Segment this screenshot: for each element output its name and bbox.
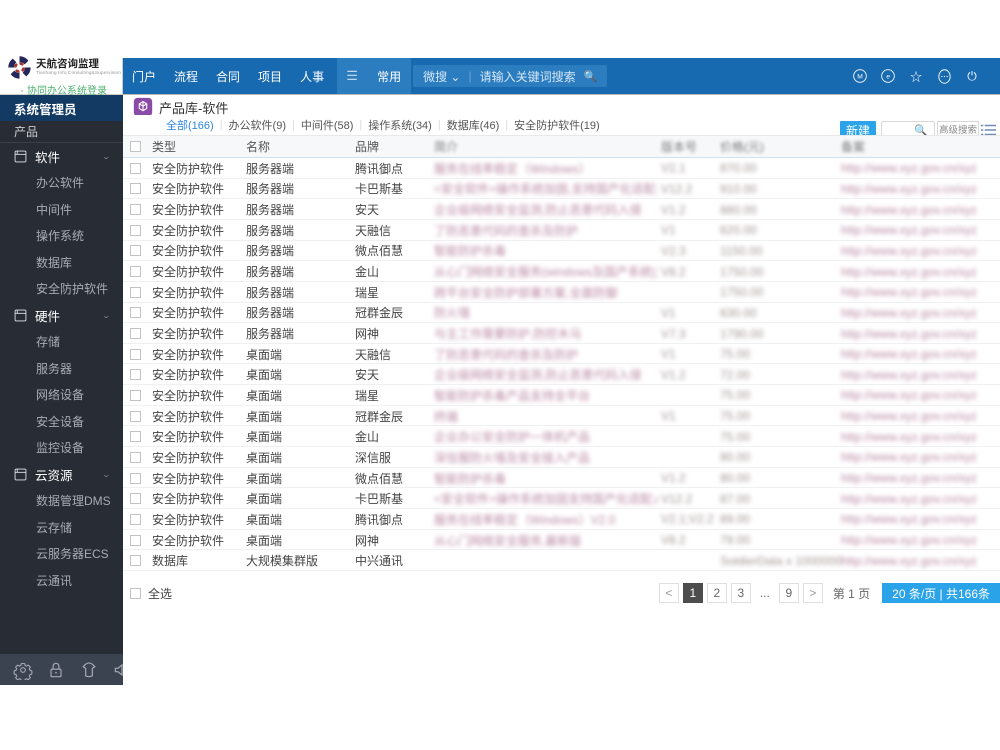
svg-text:M: M: [857, 74, 863, 81]
svg-text:e: e: [886, 74, 890, 81]
